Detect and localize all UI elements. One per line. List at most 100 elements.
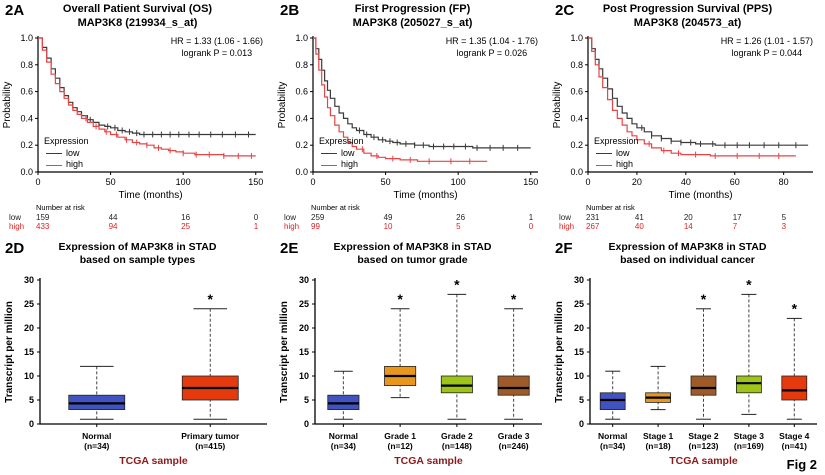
svg-text:30: 30 — [24, 275, 34, 285]
low-line-swatch — [46, 152, 62, 154]
panel-title-line1: First Progression (FP) — [354, 3, 471, 15]
svg-text:0: 0 — [585, 177, 590, 187]
km-plot-area: 0.0 0.2 0.4 0.6 0.8 1.0 0 50 100 150 Time (months)… — [0, 32, 275, 202]
svg-text:(n=148): (n=148) — [442, 441, 472, 451]
censor-marks-low — [358, 127, 519, 151]
risk-value: 7 — [732, 222, 738, 231]
svg-text:0.4: 0.4 — [20, 113, 33, 123]
svg-text:40: 40 — [681, 177, 691, 187]
km-plot-area: 0.0 0.2 0.4 0.6 0.8 1.0 0 50 100 150 Time (months)… — [275, 32, 550, 202]
svg-text:(n=41): (n=41) — [782, 441, 807, 451]
hr-text: HR = 1.35 (1.04 - 1.76) — [445, 36, 538, 46]
panel-title-line1: Expression of MAP3K8 in STAD — [333, 241, 492, 253]
panel-title-line2: based on tumor grade — [357, 254, 468, 267]
box-panel-cancer-stage: 2F Expression of MAP3K8 in STAD based on… — [550, 240, 825, 470]
svg-text:0: 0 — [310, 177, 315, 187]
risk-value: 16 — [181, 213, 191, 222]
legend-row-high: high — [319, 159, 364, 171]
figure-caption-label: Fig 2 — [786, 457, 817, 472]
box-Stage 4 — [781, 375, 808, 401]
km-row: 2A Overall Patient Survival (OS) MAP3K8 … — [0, 2, 825, 238]
svg-text:(n=246): (n=246) — [499, 441, 529, 451]
svg-text:0: 0 — [579, 419, 584, 429]
svg-text:0.8: 0.8 — [295, 60, 308, 70]
number-at-risk-label: Number at risk — [311, 203, 360, 212]
legend-high-label: high — [341, 159, 359, 170]
panel-label: 2E — [280, 240, 299, 257]
svg-text:Stage 1: Stage 1 — [643, 431, 674, 441]
box-Grade 3 — [497, 375, 530, 396]
risk-value: 17 — [732, 213, 742, 222]
legend-row-high: high — [594, 159, 639, 171]
box-Grade 2 — [440, 375, 473, 394]
svg-text:(n=123): (n=123) — [689, 441, 719, 451]
panel-title-line1: Post Progression Survival (PPS) — [602, 3, 773, 15]
legend-row-low: low — [594, 148, 639, 160]
risk-value: 14 — [683, 222, 693, 231]
significance-star: * — [454, 276, 460, 292]
panel-title: First Progression (FP) MAP3K8 (205027_s_… — [275, 2, 550, 31]
y-axis-label: Transcript per million — [554, 301, 565, 403]
km-curve-low — [313, 37, 531, 149]
low-line-swatch — [596, 152, 612, 154]
high-line-swatch — [46, 164, 62, 166]
svg-text:0: 0 — [304, 419, 309, 429]
risk-value: 259 — [311, 213, 325, 222]
censor-marks-low — [641, 124, 797, 149]
svg-text:0.0: 0.0 — [295, 167, 308, 177]
risk-value: 3 — [781, 222, 787, 231]
svg-text:0.6: 0.6 — [20, 87, 33, 97]
hr-text: HR = 1.26 (1.01 - 1.57) — [720, 36, 813, 46]
legend-low-label: low — [341, 147, 355, 158]
y-axis-label: Transcript per million — [279, 301, 290, 403]
y-axis-label: Probability — [552, 82, 563, 129]
svg-text:15: 15 — [24, 347, 34, 357]
risk-value: 41 — [634, 213, 644, 222]
box-panel-tumor-grade: 2E Expression of MAP3K8 in STAD based on… — [275, 240, 550, 470]
significance-star: * — [208, 291, 214, 307]
number-at-risk-table: Number at risk low 231 41 20 17 5 high 267 40 14 7 3 — [550, 202, 825, 238]
risk-value: 25 — [181, 222, 191, 231]
censor-marks-high — [648, 140, 780, 159]
svg-text:(n=12): (n=12) — [387, 441, 412, 451]
svg-text:0.0: 0.0 — [20, 167, 33, 177]
svg-text:Stage 2: Stage 2 — [688, 431, 719, 441]
legend-row-low: low — [319, 148, 364, 160]
expression-legend: Expression low high — [44, 136, 89, 171]
km-curve-high — [38, 37, 256, 157]
risk-value: 99 — [311, 222, 320, 231]
panel-label: 2D — [5, 240, 25, 257]
number-at-risk-label: Number at risk — [36, 203, 85, 212]
panel-header: 2E Expression of MAP3K8 in STAD based on… — [275, 240, 550, 270]
svg-text:150: 150 — [523, 177, 538, 187]
svg-text:150: 150 — [248, 177, 263, 187]
number-at-risk-table: Number at risk low 259 49 26 1 high 99 10 5 0 — [275, 202, 550, 238]
svg-text:Grade 3: Grade 3 — [498, 431, 530, 441]
km-panel-os: 2A Overall Patient Survival (OS) MAP3K8 … — [0, 2, 275, 238]
svg-text:60: 60 — [730, 177, 740, 187]
legend-high-label: high — [66, 159, 84, 170]
risk-value: 159 — [36, 213, 50, 222]
svg-text:(n=34): (n=34) — [600, 441, 625, 451]
svg-text:Normal: Normal — [82, 431, 111, 441]
svg-text:(n=34): (n=34) — [331, 441, 356, 451]
panel-header: 2F Expression of MAP3K8 in STAD based on… — [550, 240, 825, 270]
svg-text:5: 5 — [304, 395, 309, 405]
svg-text:25: 25 — [24, 299, 34, 309]
svg-text:5: 5 — [29, 395, 34, 405]
svg-text:30: 30 — [299, 275, 309, 285]
svg-text:50: 50 — [381, 177, 391, 187]
box-panel-sample-types: 2D Expression of MAP3K8 in STAD based on… — [0, 240, 275, 470]
svg-text:20: 20 — [574, 323, 584, 333]
hr-annotation: HR = 1.26 (1.01 - 1.57) logrank P = 0.04… — [721, 35, 813, 59]
svg-text:(n=18): (n=18) — [645, 441, 670, 451]
legend-title: Expression — [44, 135, 89, 146]
panel-title: Expression of MAP3K8 in STAD based on sa… — [0, 240, 275, 267]
number-at-risk-label: Number at risk — [586, 203, 635, 212]
svg-text:Grade 2: Grade 2 — [441, 431, 473, 441]
significance-star: * — [746, 276, 752, 292]
svg-text:20: 20 — [299, 323, 309, 333]
censor-marks-high — [361, 146, 471, 165]
panel-title-line2: MAP3K8 (219934_s_at) — [77, 16, 198, 29]
significance-star: * — [701, 291, 707, 307]
